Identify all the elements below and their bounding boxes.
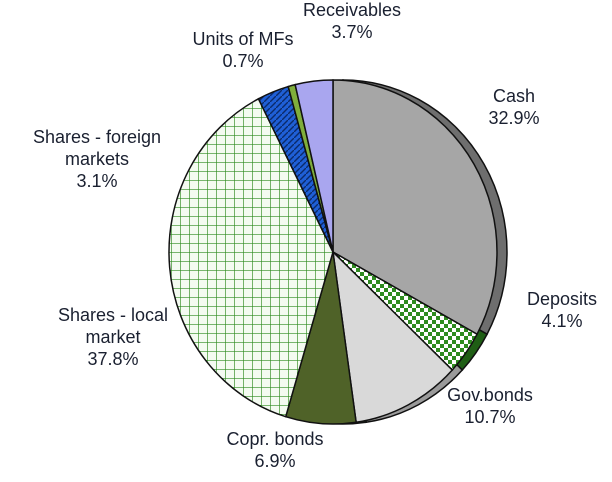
slice-percent-label: 0.7% [222, 51, 263, 71]
slice-name-label: Shares - local [58, 305, 168, 325]
pie-slice [331, 249, 454, 424]
slice-name-label: Gov.bonds [447, 385, 533, 405]
slice-name-label: Units of MFs [192, 29, 293, 49]
pie-slice [294, 79, 334, 253]
slice-percent-label: 37.8% [87, 349, 138, 369]
pie-slice [332, 79, 498, 336]
slice-percent-label: 6.9% [254, 451, 295, 471]
slice-name-label: Receivables [303, 0, 401, 20]
slice-name-label: Cash [493, 86, 535, 106]
slice-percent-label: 4.1% [541, 311, 582, 331]
slice-percent-label: 3.1% [76, 171, 117, 191]
slice-percent-label: 32.9% [488, 108, 539, 128]
slice-name-label: Shares - foreign [33, 127, 161, 147]
slice-percent-label: 3.7% [331, 22, 372, 42]
pie-slice [168, 97, 334, 418]
slice-name-label: market [85, 327, 140, 347]
slice-percent-label: 10.7% [464, 407, 515, 427]
slice-name-label: Copr. bonds [226, 429, 323, 449]
slice-name-label: markets [65, 149, 129, 169]
slice-name-label: Deposits [527, 289, 597, 309]
pie-slices-layer [168, 79, 498, 425]
